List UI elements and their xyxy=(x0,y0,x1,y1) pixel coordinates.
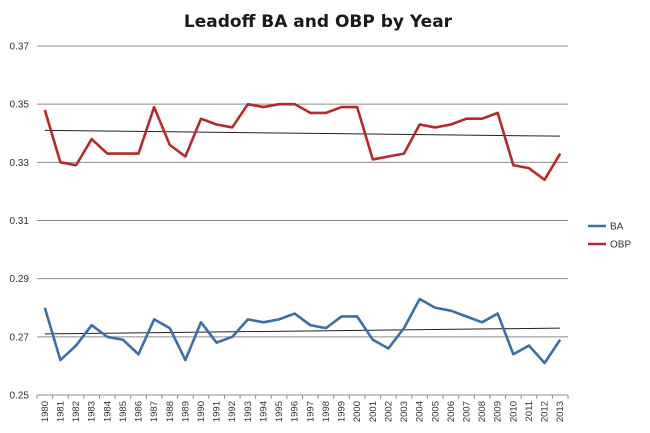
x-tick-label: 1990 xyxy=(196,401,207,422)
y-tick-label: 0.29 xyxy=(10,274,30,285)
x-tick-label: 2005 xyxy=(430,401,441,422)
x-tick-label: 2009 xyxy=(493,401,504,422)
x-tick-label: 1985 xyxy=(118,401,129,422)
x-tick-label: 1982 xyxy=(71,401,82,422)
ba-series-line xyxy=(43,297,562,365)
x-tick-label: 1993 xyxy=(243,401,254,422)
x-tick-label: 1995 xyxy=(274,401,285,422)
x-tick-label: 2010 xyxy=(508,401,519,422)
y-tick-label: 0.37 xyxy=(10,42,30,53)
x-tick-label: 1988 xyxy=(165,401,176,422)
x-tick-label: 2011 xyxy=(524,401,535,421)
x-tick-label: 1987 xyxy=(149,401,160,422)
x-tick-label: 2000 xyxy=(352,401,363,422)
x-tick-label: 2006 xyxy=(446,401,457,422)
x-tick-label: 2012 xyxy=(540,401,551,422)
x-tick-label: 2001 xyxy=(368,401,379,422)
x-tick-label: 2007 xyxy=(461,401,472,422)
x-tick-label: 1989 xyxy=(180,401,191,422)
y-axis-ticks: 0.25 0.27 0.29 0.31 0.33 0.35 0.37 xyxy=(10,42,30,402)
x-tick-label: 1992 xyxy=(227,401,238,422)
obp-legend-label: OBP xyxy=(610,240,631,251)
series-lines xyxy=(43,102,562,365)
grid-lines xyxy=(37,45,568,396)
x-tick-label: 2008 xyxy=(477,401,488,422)
x-tick-label: 1980 xyxy=(40,401,51,422)
ba-legend-label: BA xyxy=(610,222,624,233)
x-tick-label: 1997 xyxy=(305,401,316,422)
y-tick-label: 0.31 xyxy=(10,216,30,227)
x-tick-label: 2002 xyxy=(383,401,394,422)
ba-trendline xyxy=(44,327,561,335)
y-tick-label: 0.25 xyxy=(10,391,30,402)
x-tick-label: 1991 xyxy=(212,401,223,422)
y-tick-label: 0.35 xyxy=(10,100,30,111)
x-tick-label: 1986 xyxy=(134,401,145,422)
obp-series-line xyxy=(43,102,562,182)
x-tick-label: 1994 xyxy=(258,401,269,422)
x-tick-label: 1981 xyxy=(55,401,66,422)
x-tick-label: 1996 xyxy=(290,401,301,422)
x-tick-label: 1983 xyxy=(87,401,98,422)
trendlines xyxy=(44,129,561,335)
obp-trendline xyxy=(44,129,561,137)
x-tick-label: 1984 xyxy=(102,401,113,422)
y-tick-label: 0.33 xyxy=(10,158,30,169)
x-axis xyxy=(36,394,569,399)
x-axis-ticks: 1980 1981 1982 1983 1984 1985 1986 1987 1988 1989… xyxy=(40,401,566,422)
x-tick-label: 1999 xyxy=(337,401,348,422)
chart-title: Leadoff BA and OBP by Year xyxy=(184,12,453,32)
legend: BA OBP xyxy=(588,222,631,251)
x-tick-label: 1998 xyxy=(321,401,332,422)
x-tick-label: 2013 xyxy=(555,401,566,422)
x-tick-label: 2003 xyxy=(399,401,410,422)
y-tick-label: 0.27 xyxy=(10,332,30,343)
x-tick-label: 2004 xyxy=(415,401,426,422)
